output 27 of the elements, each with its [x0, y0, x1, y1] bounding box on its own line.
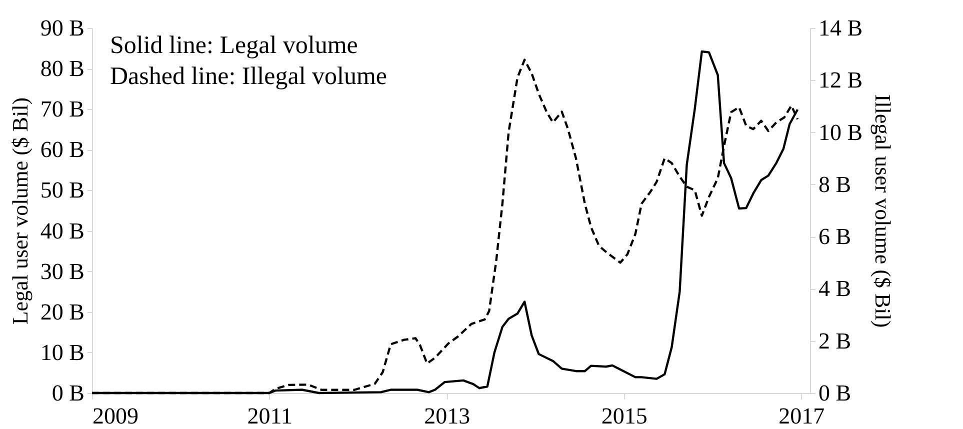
- y-tick-label: 20 B: [40, 299, 84, 324]
- y-tick-label: 90 B: [40, 16, 84, 40]
- x-tick-label: 2017: [778, 404, 825, 428]
- y2-tick-label: 0 B: [818, 380, 852, 406]
- y-tick-label: 80 B: [40, 56, 84, 82]
- y-tick-label: 50 B: [40, 178, 84, 203]
- x-tick-label: 2013: [424, 404, 470, 428]
- y-tick-label: 10 B: [40, 340, 84, 365]
- x-tick-label: 2011: [247, 404, 292, 428]
- y-tick-label: 60 B: [40, 137, 84, 162]
- y2-tick-label: 10 B: [818, 120, 863, 145]
- y2-tick-label: 12 B: [818, 68, 863, 93]
- y-tick-label: 70 B: [40, 96, 84, 122]
- y2-tick-label: 6 B: [818, 224, 852, 250]
- y-tick-label: 40 B: [40, 218, 84, 244]
- y-axis-title: Legal user volume ($ Bil): [7, 97, 32, 325]
- y2-axis-title: Illegal user volume ($ Bil): [870, 94, 896, 328]
- y-tick-label: 30 B: [40, 258, 84, 284]
- x-tick-label: 2015: [601, 404, 648, 428]
- annotation: Solid line: Legal volume: [110, 32, 358, 59]
- annotation: Dashed line: Illegal volume: [110, 63, 388, 90]
- y2-tick-label: 4 B: [818, 276, 852, 302]
- x-tick-label: 2009: [92, 404, 138, 428]
- y2-tick-label: 8 B: [818, 172, 852, 197]
- y2-tick-label: 2 B: [818, 328, 852, 354]
- y-tick-label: 0 B: [52, 380, 84, 406]
- y2-tick-label: 14 B: [818, 16, 863, 40]
